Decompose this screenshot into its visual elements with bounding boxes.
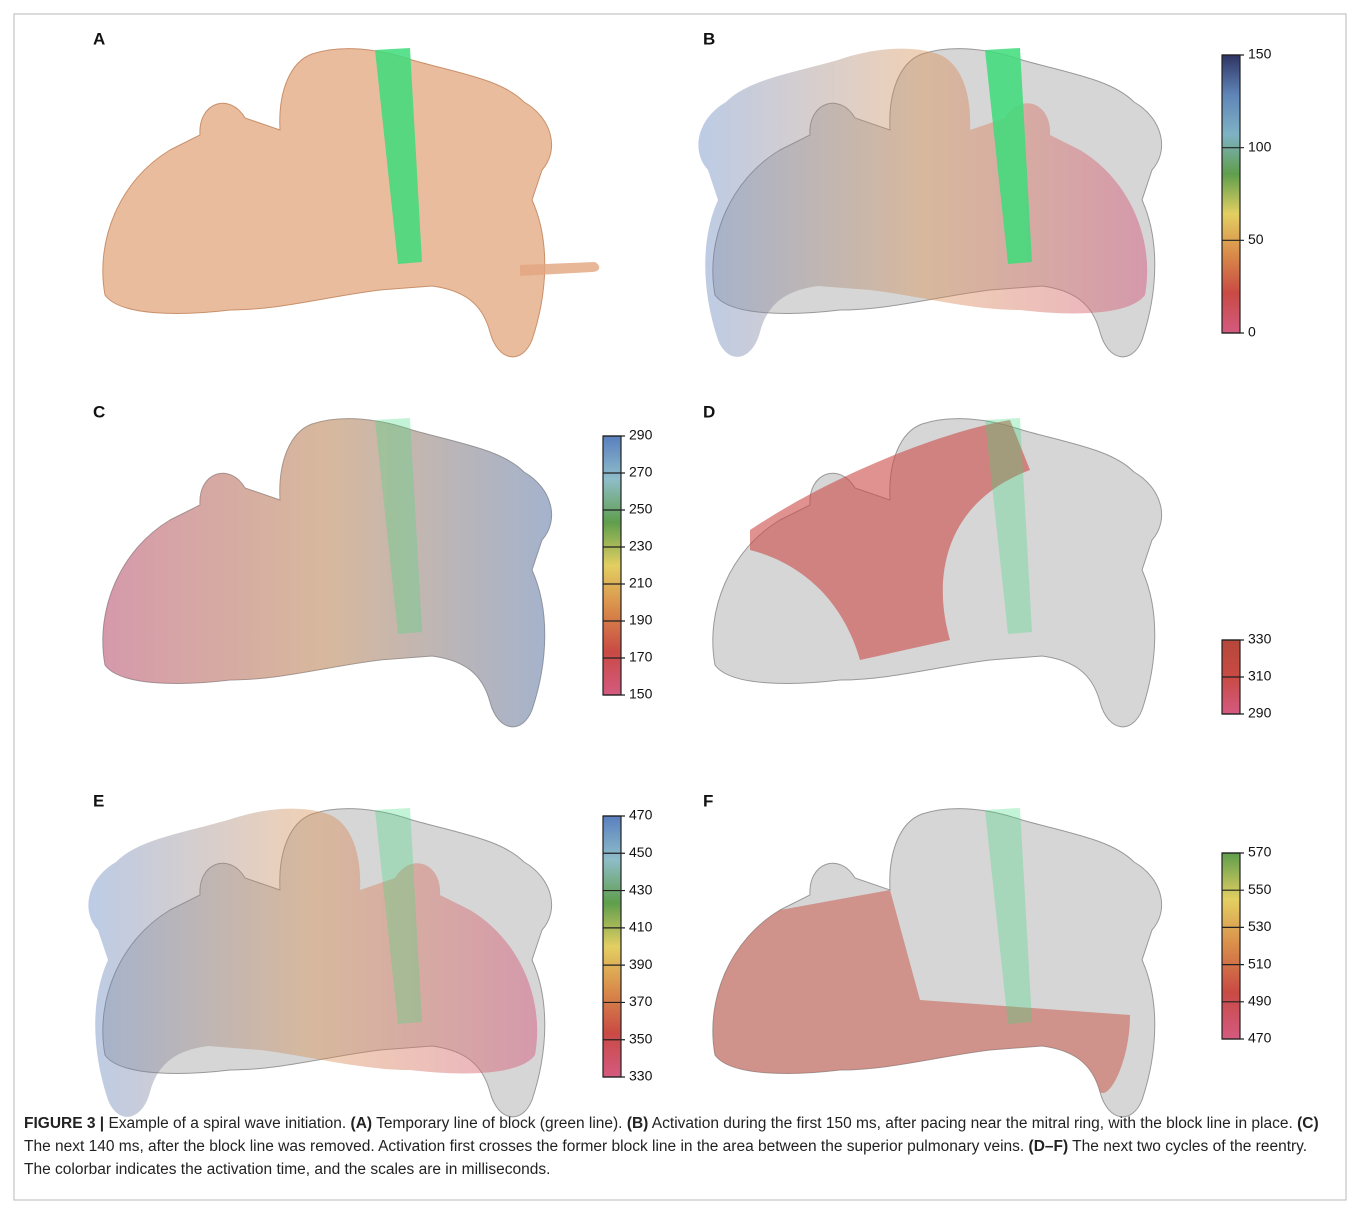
caption-text: (C) — [1297, 1115, 1319, 1132]
panel-label: C — [93, 402, 105, 421]
caption-text: Activation during the first 150 ms, afte… — [648, 1115, 1298, 1132]
atrium-render — [712, 808, 1163, 1118]
figure-caption: FIGURE 3 | Example of a spiral wave init… — [24, 1112, 1324, 1181]
colorbar-tick-label: 470 — [629, 807, 653, 823]
colorbar-tick-label: 550 — [1248, 881, 1272, 897]
colorbar-tick-label: 290 — [629, 427, 653, 443]
colorbar-tick-label: 250 — [629, 501, 653, 517]
colorbar-tick-label: 430 — [629, 881, 653, 897]
colorbar — [1221, 54, 1241, 334]
colorbar-tick-label: 530 — [1248, 918, 1272, 934]
colorbar — [602, 435, 622, 696]
colorbar-tick-label: 270 — [629, 464, 653, 480]
colorbar-tick-label: 50 — [1248, 231, 1264, 247]
colorbar-tick-label: 450 — [629, 844, 653, 860]
colorbar-tick-label: 330 — [1248, 631, 1272, 647]
caption-text: The next 140 ms, after the block line wa… — [24, 1138, 1029, 1155]
colorbar-tick-label: 210 — [629, 575, 653, 591]
caption-text: (B) — [626, 1115, 649, 1132]
colorbar-tick-label: 290 — [1248, 705, 1272, 721]
panel-label: E — [93, 791, 104, 810]
atrium-render — [102, 48, 600, 358]
atrium-render — [102, 418, 553, 728]
colorbar-tick-label: 170 — [629, 649, 653, 665]
caption-text: (D–F) — [1028, 1138, 1069, 1155]
colorbar-tick-label: 150 — [629, 686, 653, 702]
atrium-render — [712, 418, 1163, 728]
caption-text: Temporary line of block (green line). — [372, 1115, 627, 1132]
atrium-render — [88, 808, 553, 1118]
caption-text: The next two cycles of the reentry. The … — [24, 1138, 1308, 1178]
colorbar-tick-label: 390 — [629, 956, 653, 972]
colorbar-tick-label: 350 — [629, 1030, 653, 1046]
colorbar-tick-label: 150 — [1248, 46, 1272, 62]
colorbar-tick-label: 510 — [1248, 955, 1272, 971]
colorbar — [1221, 852, 1241, 1040]
colorbar-tick-label: 230 — [629, 538, 653, 554]
panel-label: A — [93, 29, 105, 48]
colorbar-tick-label: 490 — [1248, 993, 1272, 1009]
panel-label: F — [703, 791, 713, 810]
figure-border — [13, 13, 1347, 1201]
colorbar-tick-label: 310 — [1248, 668, 1272, 684]
atrium-render — [698, 48, 1163, 358]
colorbar-tick-label: 410 — [629, 919, 653, 935]
caption-text: Example of a spiral wave initiation. — [104, 1115, 351, 1132]
colorbar-tick-label: 100 — [1248, 138, 1272, 154]
colorbar-tick-label: 470 — [1248, 1030, 1272, 1046]
colorbar — [602, 815, 622, 1078]
caption-text: (A) — [350, 1115, 373, 1132]
colorbar-tick-label: 190 — [629, 612, 653, 628]
caption-text: FIGURE 3 | — [24, 1115, 105, 1132]
panel-label: D — [703, 402, 715, 421]
colorbar-tick-label: 330 — [629, 1068, 653, 1084]
colorbar-tick-label: 0 — [1248, 324, 1256, 340]
panel-label: B — [703, 29, 715, 48]
colorbar-tick-label: 370 — [629, 993, 653, 1009]
colorbar-tick-label: 570 — [1248, 844, 1272, 860]
